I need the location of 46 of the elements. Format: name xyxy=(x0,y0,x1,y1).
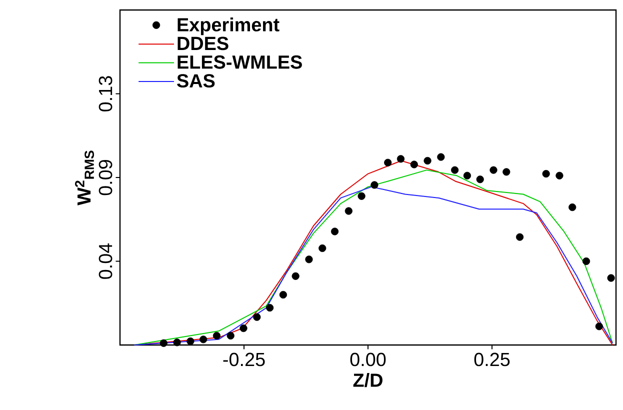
point xyxy=(344,207,352,215)
point xyxy=(200,336,208,344)
point xyxy=(424,156,432,165)
point xyxy=(318,244,326,252)
point xyxy=(410,160,418,168)
point xyxy=(240,324,248,332)
point xyxy=(516,233,524,241)
point xyxy=(607,274,615,282)
point xyxy=(437,153,445,161)
x-tick-label: -0.25 xyxy=(223,352,265,366)
point xyxy=(502,168,510,176)
x-tick-label: 0.25 xyxy=(474,352,510,366)
x-axis-title: Z/D xyxy=(353,373,382,388)
y-tick-label: 0.13 xyxy=(98,76,112,112)
point xyxy=(305,256,313,264)
y-axis-title: W$^{2}$RMS xyxy=(75,150,94,206)
legend-label: DDES xyxy=(178,36,228,50)
point xyxy=(279,290,287,299)
point xyxy=(358,192,366,200)
point xyxy=(476,176,484,184)
point xyxy=(490,166,498,174)
point xyxy=(186,337,194,346)
point xyxy=(212,332,221,340)
point xyxy=(396,155,405,163)
point xyxy=(226,332,234,340)
y-tick-label: 0.09 xyxy=(98,160,112,196)
point xyxy=(568,203,576,212)
point xyxy=(266,304,274,312)
x-tick-label: 0.00 xyxy=(350,352,386,366)
legend-label: SAS xyxy=(177,74,215,88)
point xyxy=(253,313,261,321)
point xyxy=(451,166,459,174)
legend-label: ELES-WMLES xyxy=(178,55,302,69)
point xyxy=(582,257,590,266)
point xyxy=(556,172,564,180)
point xyxy=(542,170,550,178)
point xyxy=(595,322,603,330)
point xyxy=(330,228,339,236)
point xyxy=(384,158,392,166)
point xyxy=(173,338,181,346)
legend-label: Experiment xyxy=(178,18,280,36)
point xyxy=(292,272,300,280)
point xyxy=(463,172,472,180)
y-tick-label: 0.04 xyxy=(98,243,112,279)
point xyxy=(370,181,378,189)
point xyxy=(160,339,168,347)
